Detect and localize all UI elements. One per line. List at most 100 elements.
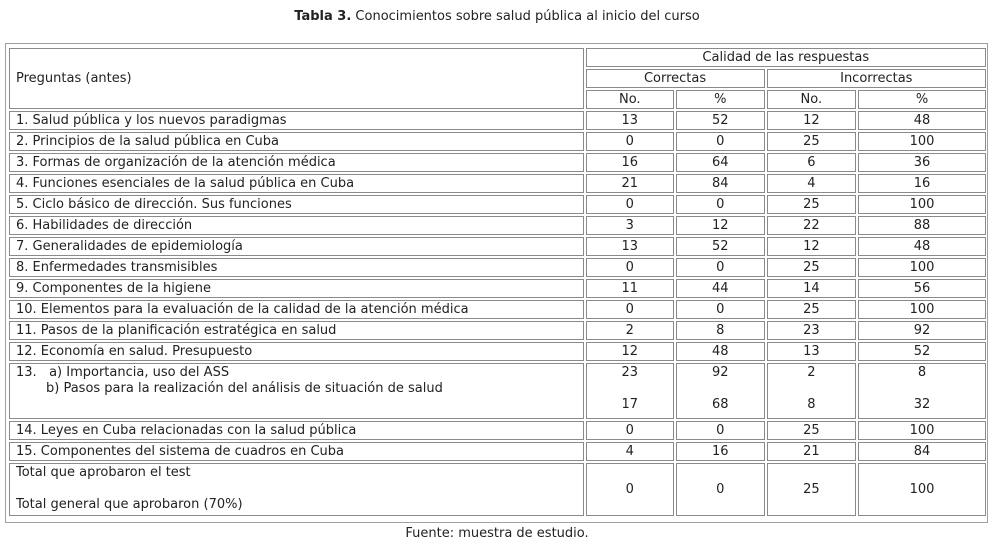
cell-incorrect-no: 25 bbox=[766, 132, 857, 151]
cell-correct-pct: 52 bbox=[676, 237, 765, 256]
cell-correct-pct: 84 bbox=[676, 174, 765, 193]
table-row: 5. Ciclo básico de dirección. Sus funcio… bbox=[9, 195, 986, 214]
cell-incorrect-pct: 92 bbox=[858, 321, 986, 340]
table-row: 8. Enfermedades transmisibles 0 0 25 100 bbox=[9, 258, 986, 277]
cell-correct-no: 23 17 bbox=[585, 363, 675, 419]
table-row: 9. Componentes de la higiene 11 44 14 56 bbox=[9, 279, 986, 298]
cell-correct-pct: 0 bbox=[676, 300, 765, 319]
table-row-13: 13. a) Importancia, uso del ASS b) Pasos… bbox=[9, 363, 986, 419]
cell-incorrect-no: 13 bbox=[766, 342, 857, 361]
cell-correct-no: 21 bbox=[585, 174, 675, 193]
total-correct-pct: 0 bbox=[676, 463, 765, 516]
cell-correct-pct: 8 bbox=[676, 321, 765, 340]
cell-correct-no: 4 bbox=[585, 442, 675, 461]
header-incorrectas-no: No. bbox=[766, 90, 857, 109]
row13-label-a: 13. a) Importancia, uso del ASS bbox=[16, 365, 230, 380]
table-caption: Tabla 3. Conocimientos sobre salud públi… bbox=[0, 9, 994, 24]
header-correctas: Correctas bbox=[585, 69, 765, 88]
caption-text: Conocimientos sobre salud pública al ini… bbox=[351, 9, 700, 24]
cell-correct-no: 0 bbox=[585, 258, 675, 277]
row-label: 6. Habilidades de dirección bbox=[9, 216, 584, 235]
cell-correct-pct: 48 bbox=[676, 342, 765, 361]
cell-incorrect-pct: 52 bbox=[858, 342, 986, 361]
cell-incorrect-pct: 8 32 bbox=[858, 363, 986, 419]
row13-label: 13. a) Importancia, uso del ASS b) Pasos… bbox=[9, 363, 584, 419]
row-label: 7. Generalidades de epidemiología bbox=[9, 237, 584, 256]
cell-correct-no: 12 bbox=[585, 342, 675, 361]
header-correctas-no: No. bbox=[585, 90, 675, 109]
cell-correct-no: 3 bbox=[585, 216, 675, 235]
cell-incorrect-no: 6 bbox=[766, 153, 857, 172]
source-note: Fuente: muestra de estudio. bbox=[405, 526, 589, 541]
cell-correct-no: 0 bbox=[585, 195, 675, 214]
row-label: 4. Funciones esenciales de la salud públ… bbox=[9, 174, 584, 193]
cell-correct-pct: 52 bbox=[676, 111, 765, 130]
row-label: 3. Formas de organización de la atención… bbox=[9, 153, 584, 172]
cell-incorrect-no: 25 bbox=[766, 258, 857, 277]
cell-correct-pct: 44 bbox=[676, 279, 765, 298]
cell-incorrect-no: 14 bbox=[766, 279, 857, 298]
cell-incorrect-no: 21 bbox=[766, 442, 857, 461]
table-row: 14. Leyes en Cuba relacionadas con la sa… bbox=[9, 421, 986, 440]
total-incorrect-no: 25 bbox=[766, 463, 857, 516]
header-incorrectas: Incorrectas bbox=[766, 69, 986, 88]
table-row: 11. Pasos de la planificación estratégic… bbox=[9, 321, 986, 340]
row-label: 9. Componentes de la higiene bbox=[9, 279, 584, 298]
cell-correct-no: 0 bbox=[585, 300, 675, 319]
row-label: 15. Componentes del sistema de cuadros e… bbox=[9, 442, 584, 461]
cell-incorrect-pct: 48 bbox=[858, 237, 986, 256]
row-label: 2. Principios de la salud pública en Cub… bbox=[9, 132, 584, 151]
table-row: 12. Economía en salud. Presupuesto 12 48… bbox=[9, 342, 986, 361]
cell-correct-no: 2 bbox=[585, 321, 675, 340]
cell-incorrect-no: 25 bbox=[766, 300, 857, 319]
cell-correct-no: 11 bbox=[585, 279, 675, 298]
row-label: 11. Pasos de la planificación estratégic… bbox=[9, 321, 584, 340]
cell-correct-no: 16 bbox=[585, 153, 675, 172]
cell-correct-no: 0 bbox=[585, 132, 675, 151]
cell-incorrect-pct: 100 bbox=[858, 421, 986, 440]
cell-correct-pct: 0 bbox=[676, 132, 765, 151]
cell-incorrect-no: 25 bbox=[766, 195, 857, 214]
cell-incorrect-no: 25 bbox=[766, 421, 857, 440]
total-label: Total que aprobaron el test Total genera… bbox=[9, 463, 584, 516]
cell-correct-pct: 12 bbox=[676, 216, 765, 235]
row-label: 5. Ciclo básico de dirección. Sus funcio… bbox=[9, 195, 584, 214]
row-label: 8. Enfermedades transmisibles bbox=[9, 258, 584, 277]
cell-incorrect-no: 12 bbox=[766, 237, 857, 256]
knowledge-table: Preguntas (antes) Calidad de las respues… bbox=[7, 46, 988, 518]
row-label: 12. Economía en salud. Presupuesto bbox=[9, 342, 584, 361]
cell-correct-no: 0 bbox=[585, 421, 675, 440]
row-label: 1. Salud pública y los nuevos paradigmas bbox=[9, 111, 584, 130]
header-calidad: Calidad de las respuestas bbox=[585, 48, 986, 67]
table-frame bbox=[5, 43, 988, 523]
total-label-2: Total general que aprobaron (70%) bbox=[16, 497, 243, 512]
total-label-1: Total que aprobaron el test bbox=[16, 465, 191, 480]
cell-incorrect-pct: 88 bbox=[858, 216, 986, 235]
row-label: 10. Elementos para la evaluación de la c… bbox=[9, 300, 584, 319]
cell-correct-pct: 64 bbox=[676, 153, 765, 172]
cell-correct-pct: 0 bbox=[676, 421, 765, 440]
cell-correct-no: 13 bbox=[585, 237, 675, 256]
cell-incorrect-pct: 36 bbox=[858, 153, 986, 172]
table-row: 4. Funciones esenciales de la salud públ… bbox=[9, 174, 986, 193]
table-row: 7. Generalidades de epidemiología 13 52 … bbox=[9, 237, 986, 256]
cell-incorrect-no: 12 bbox=[766, 111, 857, 130]
cell-incorrect-pct: 100 bbox=[858, 258, 986, 277]
caption-label: Tabla 3. bbox=[294, 9, 352, 24]
row13-label-b: b) Pasos para la realización del análisi… bbox=[46, 381, 443, 396]
cell-incorrect-pct: 100 bbox=[858, 195, 986, 214]
cell-correct-pct: 0 bbox=[676, 258, 765, 277]
cell-incorrect-pct: 16 bbox=[858, 174, 986, 193]
cell-correct-no: 13 bbox=[585, 111, 675, 130]
cell-incorrect-no: 4 bbox=[766, 174, 857, 193]
cell-incorrect-pct: 84 bbox=[858, 442, 986, 461]
cell-incorrect-pct: 48 bbox=[858, 111, 986, 130]
cell-incorrect-pct: 100 bbox=[858, 132, 986, 151]
total-correct-no: 0 bbox=[585, 463, 675, 516]
cell-incorrect-no: 23 bbox=[766, 321, 857, 340]
table-row-total: Total que aprobaron el test Total genera… bbox=[9, 463, 986, 516]
table-row: 10. Elementos para la evaluación de la c… bbox=[9, 300, 986, 319]
row-label: 14. Leyes en Cuba relacionadas con la sa… bbox=[9, 421, 584, 440]
total-incorrect-pct: 100 bbox=[858, 463, 986, 516]
